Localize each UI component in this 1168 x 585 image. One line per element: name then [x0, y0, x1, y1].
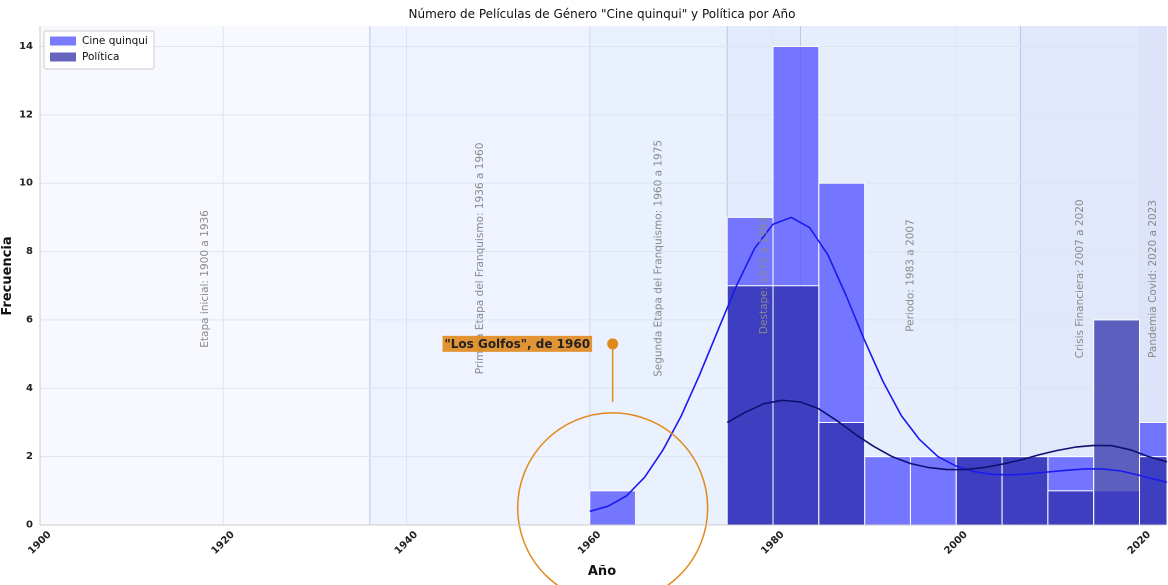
y-tick-label: 2: [26, 451, 33, 462]
kde-line: [589, 216, 1168, 513]
period-label: Etapa inicial: 1900 a 1936: [199, 210, 211, 348]
period-label: Periodo: 1983 a 2007: [904, 219, 916, 332]
annotation-label: "Los Golfos", de 1960: [445, 337, 591, 351]
histogram-bar: [1139, 456, 1168, 526]
period-band: [40, 26, 370, 525]
period-label: Primera Etapa del Franquismo: 1936 a 196…: [474, 143, 486, 375]
annotation-marker: [607, 338, 619, 350]
legend-swatch: [50, 36, 76, 46]
legend-swatch: [50, 52, 76, 62]
histogram-bar: [772, 285, 820, 526]
histogram-bar: [1001, 456, 1049, 526]
y-tick-label: 4: [26, 383, 33, 394]
y-tick-label: 6: [26, 314, 33, 325]
kde-curves: [589, 216, 1168, 513]
histogram-bar: [955, 456, 1003, 526]
histogram-bars: [589, 46, 1168, 526]
period-labels: Etapa inicial: 1900 a 1936 Primera Etapa …: [199, 140, 1159, 377]
histogram-bar: [726, 285, 774, 526]
period-label: Segunda Etapa del Franquismo: 1960 a 197…: [652, 140, 664, 377]
chart-title: Número de Películas de Género "Cine quin…: [409, 7, 796, 21]
plot-area: Etapa inicial: 1900 a 1936 Primera Etapa …: [39, 26, 1168, 585]
period-label: Crisis Financiera: 2007 a 2020: [1074, 199, 1086, 358]
y-tick-label: 8: [26, 246, 33, 257]
period-label: Destape: 1975 a 1983: [758, 217, 770, 334]
x-tick-label: 1920: [210, 529, 237, 556]
y-tick-label: 0: [26, 520, 33, 531]
histogram-bar: [1093, 319, 1141, 526]
histogram-bar: [864, 456, 911, 526]
y-tick-label: 14: [19, 41, 33, 52]
legend-label: Cine quinqui: [82, 35, 148, 47]
period-label: Pandemia Covid: 2020 a 2023: [1147, 200, 1159, 358]
y-axis-title: Frecuencia: [0, 236, 15, 315]
annotation-label-background: [442, 335, 593, 352]
y-tick-label: 10: [19, 178, 33, 189]
x-tick-label: 1980: [759, 529, 786, 556]
annotation-circle: [516, 412, 709, 585]
period-bands: [40, 26, 1167, 525]
histogram-bar: [589, 490, 637, 526]
x-axis-title: Año: [588, 564, 616, 579]
period-band: [589, 26, 728, 525]
x-tick-label: 1960: [576, 529, 603, 556]
y-tick-label: 12: [19, 109, 33, 120]
kde-line: [726, 399, 1168, 471]
legend-label: Política: [82, 51, 119, 63]
histogram-bar: [818, 421, 866, 526]
x-tick-label: 2000: [943, 529, 970, 556]
x-tick-label: 1940: [393, 529, 420, 556]
legend: Cine quinqui Política: [43, 30, 155, 70]
x-tick-label: 1900: [26, 529, 53, 556]
x-tick-label: 2020: [1126, 529, 1153, 556]
histogram-bar: [1047, 490, 1095, 526]
histogram-bar: [909, 456, 957, 526]
annotation: "Los Golfos", de 1960: [442, 335, 709, 585]
